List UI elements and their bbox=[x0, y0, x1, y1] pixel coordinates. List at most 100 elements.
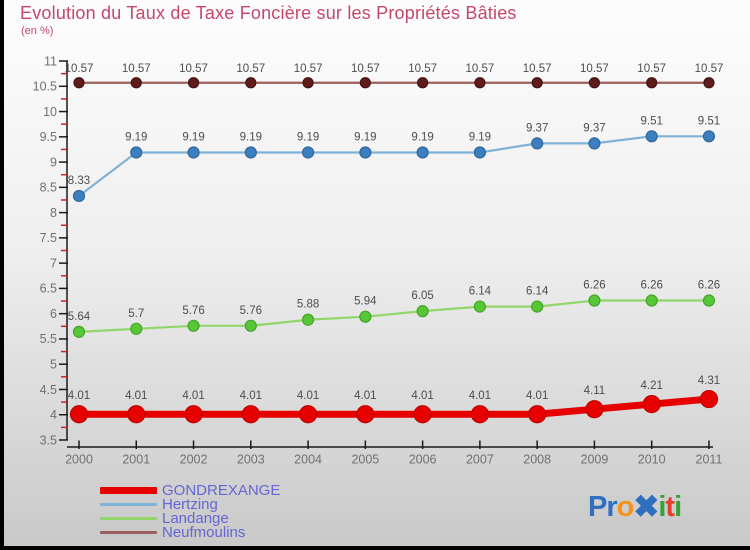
data-label: 5.94 bbox=[354, 296, 377, 308]
data-point bbox=[585, 400, 604, 419]
data-label: 9.19 bbox=[469, 131, 491, 143]
data-point bbox=[302, 77, 314, 89]
legend-swatch-gondrexange bbox=[100, 487, 157, 495]
data-point bbox=[72, 325, 86, 338]
data-point bbox=[130, 322, 143, 335]
data-point bbox=[301, 146, 315, 159]
data-point bbox=[588, 137, 601, 150]
data-label: 4.01 bbox=[411, 390, 433, 402]
y-tick-label: 9 bbox=[50, 155, 57, 169]
data-label: 4.01 bbox=[68, 390, 90, 402]
y-tick-label: 7 bbox=[50, 256, 57, 270]
data-point bbox=[356, 405, 375, 424]
data-point bbox=[645, 294, 658, 307]
series-neufmoulins: 10.57 10.57 10.57 10.57 10.57 10.57 10.57 10.57… bbox=[65, 63, 724, 89]
data-point bbox=[473, 146, 486, 159]
data-label: 6.05 bbox=[411, 290, 433, 302]
data-label: 9.51 bbox=[641, 115, 663, 127]
data-label: 10.57 bbox=[523, 63, 552, 75]
data-label: 4.01 bbox=[297, 390, 319, 402]
y-tick-label: 4 bbox=[50, 408, 57, 422]
y-tick-label: 10.5 bbox=[33, 80, 57, 94]
data-label: 4.01 bbox=[354, 390, 376, 402]
data-point bbox=[72, 189, 86, 203]
data-label: 10.57 bbox=[236, 63, 265, 75]
data-label: 4.01 bbox=[469, 390, 491, 402]
data-label: 9.19 bbox=[411, 131, 433, 143]
x-tick-label: 2000 bbox=[65, 453, 93, 467]
data-label: 10.57 bbox=[465, 63, 494, 75]
data-label: 5.7 bbox=[128, 308, 144, 320]
x-axis: 2000 2001 2002 2003 2004 2005 2006 2007 2008 2009… bbox=[65, 440, 723, 467]
legend-label-gondrexange: GONDREXANGE bbox=[162, 482, 281, 500]
chart-legend: GONDREXANGE Hertzing Landange Neufmoulin… bbox=[100, 482, 281, 540]
x-tick-label: 2003 bbox=[237, 453, 265, 467]
data-label: 4.01 bbox=[125, 390, 147, 402]
data-label: 5.88 bbox=[297, 299, 319, 311]
series-landange: 5.64 5.7 5.76 5.76 5.88 5.94 6.05 6.14 6.14 6.26 6… bbox=[68, 280, 720, 338]
data-label: 4.01 bbox=[182, 390, 204, 402]
data-point bbox=[588, 77, 601, 89]
data-label: 10.57 bbox=[179, 63, 208, 75]
series-hertzing: 8.33 9.19 9.19 9.19 9.19 9.19 9.19 9.19 9.37 9.37… bbox=[68, 115, 720, 203]
legend-item-hertzing: Hertzing bbox=[100, 497, 280, 512]
x-tick-label: 2008 bbox=[523, 453, 551, 467]
logo-letter: i bbox=[674, 491, 682, 523]
legend-item-neufmoulins: Neufmoulins bbox=[100, 525, 280, 540]
data-label: 6.26 bbox=[641, 280, 663, 292]
chart-title: Evolution du Taux de Taxe Foncière sur l… bbox=[20, 3, 517, 23]
data-point bbox=[359, 310, 372, 323]
data-point bbox=[588, 294, 601, 307]
data-point bbox=[69, 405, 89, 424]
data-point bbox=[359, 146, 372, 159]
logo-letter: i bbox=[658, 491, 666, 523]
data-point bbox=[244, 319, 257, 332]
legend-swatch-hertzing bbox=[100, 503, 157, 507]
data-label: 10.57 bbox=[65, 63, 94, 75]
x-tick-label: 2009 bbox=[581, 453, 609, 467]
data-label: 9.37 bbox=[583, 122, 605, 134]
y-tick-label: 8.5 bbox=[40, 181, 57, 195]
data-label: 10.57 bbox=[122, 63, 151, 75]
legend-item-gondrexange: GONDREXANGE bbox=[100, 482, 281, 500]
x-tick-label: 2001 bbox=[122, 453, 150, 467]
data-label: 9.19 bbox=[125, 131, 147, 143]
data-label: 4.01 bbox=[240, 390, 262, 402]
data-point bbox=[301, 313, 315, 326]
data-label: 4.01 bbox=[526, 390, 548, 402]
data-label: 4.31 bbox=[698, 375, 720, 387]
legend-item-landange: Landange bbox=[100, 511, 280, 526]
x-tick-label: 2010 bbox=[638, 453, 666, 467]
legend-swatch-landange bbox=[100, 516, 157, 520]
data-label: 9.51 bbox=[698, 115, 720, 127]
data-point bbox=[642, 395, 661, 414]
data-point bbox=[130, 77, 142, 89]
chart-subtitle: (en %) bbox=[21, 25, 54, 37]
x-tick-label: 2005 bbox=[351, 453, 379, 467]
data-point bbox=[359, 77, 371, 89]
data-label: 10.57 bbox=[408, 63, 437, 75]
data-point bbox=[187, 319, 200, 332]
data-label: 10.57 bbox=[695, 63, 724, 75]
data-point bbox=[73, 77, 85, 89]
data-point bbox=[645, 130, 658, 143]
y-tick-label: 10 bbox=[43, 105, 57, 119]
y-tick-label: 5.5 bbox=[40, 332, 57, 346]
data-point bbox=[417, 77, 429, 89]
proxiti-logo: Pro✖iti bbox=[588, 488, 682, 524]
x-tick-label: 2011 bbox=[696, 453, 723, 467]
logo-letter: o bbox=[616, 491, 635, 523]
data-point bbox=[699, 389, 719, 409]
y-tick-label: 4.5 bbox=[40, 383, 57, 397]
data-label: 5.76 bbox=[182, 305, 204, 317]
data-point bbox=[241, 405, 260, 424]
data-point bbox=[702, 294, 716, 307]
data-label: 6.26 bbox=[698, 280, 720, 292]
data-label: 9.19 bbox=[240, 131, 262, 143]
data-label: 6.14 bbox=[469, 286, 492, 298]
legend-swatch-neufmoulins bbox=[100, 530, 157, 534]
x-tick-label: 2006 bbox=[409, 453, 437, 467]
data-point bbox=[244, 146, 257, 159]
